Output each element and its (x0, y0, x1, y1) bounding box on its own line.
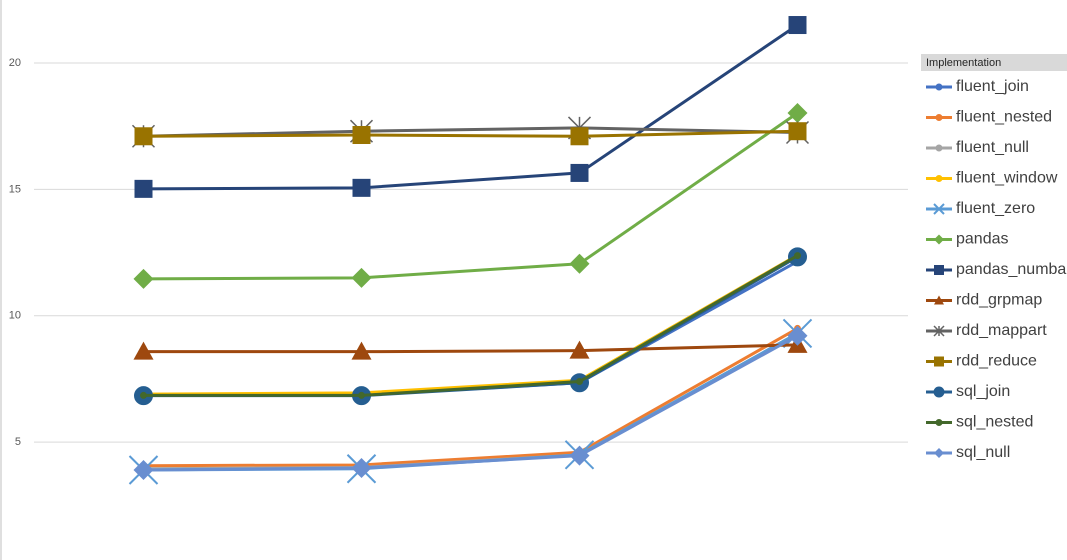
line (143, 23, 799, 191)
series (140, 252, 801, 399)
marker (351, 457, 372, 478)
line (143, 343, 798, 354)
legend-label: rdd_mappart (956, 322, 1047, 339)
marker (788, 122, 807, 141)
marker (934, 295, 944, 305)
marker (569, 340, 590, 359)
legend-entry: pandas_numba (926, 261, 1066, 278)
legend-entry: rdd_mappart (926, 322, 1047, 339)
legend-label: pandas (956, 231, 1009, 248)
legend-label: rdd_grpmap (956, 292, 1042, 309)
marker (787, 325, 808, 346)
marker (794, 252, 801, 260)
legend-entry: sql_nested (926, 414, 1033, 431)
marker (933, 203, 945, 215)
marker (133, 268, 154, 289)
legend-entry: rdd_grpmap (926, 292, 1042, 309)
marker (352, 178, 371, 197)
legend-label: fluent_join (956, 78, 1029, 95)
series (133, 334, 808, 360)
legend-entry: fluent_nested (926, 109, 1052, 126)
legend-entry: rdd_reduce (926, 353, 1037, 370)
legend-label: fluent_window (956, 170, 1058, 187)
marker (569, 253, 590, 274)
marker (134, 127, 153, 146)
legend-label: sql_nested (956, 414, 1033, 431)
legend-label: sql_null (956, 444, 1010, 461)
y-tick-label: 15 (9, 183, 21, 195)
legend-header (921, 54, 1067, 71)
line (143, 129, 798, 138)
marker (935, 419, 943, 426)
marker (935, 83, 943, 91)
marker (935, 175, 943, 182)
legend-label: fluent_null (956, 139, 1029, 156)
legend-entry: fluent_zero (926, 200, 1035, 217)
legend-title: Implementation (926, 57, 1001, 69)
marker (934, 265, 944, 275)
marker (358, 391, 365, 399)
legend-entry: fluent_join (926, 78, 1029, 95)
series (134, 122, 807, 146)
legend-label: sql_join (956, 383, 1010, 400)
legend-label: fluent_nested (956, 109, 1052, 126)
line (143, 334, 799, 472)
marker (569, 445, 590, 466)
legend-entry: fluent_window (926, 170, 1058, 187)
marker (934, 356, 944, 367)
marker (570, 127, 589, 146)
marker (133, 341, 154, 360)
series (133, 103, 808, 289)
line (143, 327, 799, 468)
marker (787, 103, 808, 124)
series (134, 16, 807, 198)
legend-entry: pandas (926, 231, 1009, 248)
line (143, 126, 798, 138)
marker (570, 163, 589, 182)
marker (576, 378, 583, 386)
marker (134, 179, 153, 198)
y-tick-label: 5 (15, 436, 21, 448)
marker (352, 126, 371, 145)
marker (933, 325, 945, 337)
legend-entry: sql_null (926, 444, 1010, 461)
line (143, 254, 799, 397)
series (133, 325, 808, 480)
legend-label: pandas_numba (956, 261, 1066, 278)
marker (351, 267, 372, 288)
legend-entry: fluent_null (926, 139, 1029, 156)
marker (935, 144, 943, 152)
marker (133, 459, 154, 480)
marker (140, 391, 147, 399)
marker (788, 16, 807, 35)
marker (934, 448, 944, 458)
y-tick-label: 20 (9, 57, 21, 69)
marker (933, 386, 945, 398)
legend-label: rdd_reduce (956, 353, 1037, 370)
marker (351, 341, 372, 360)
marker (935, 114, 943, 121)
marker (934, 234, 944, 245)
legend-label: fluent_zero (956, 200, 1035, 217)
y-tick-label: 10 (9, 310, 21, 322)
legend-entry: sql_join (926, 383, 1010, 400)
line (143, 111, 799, 281)
